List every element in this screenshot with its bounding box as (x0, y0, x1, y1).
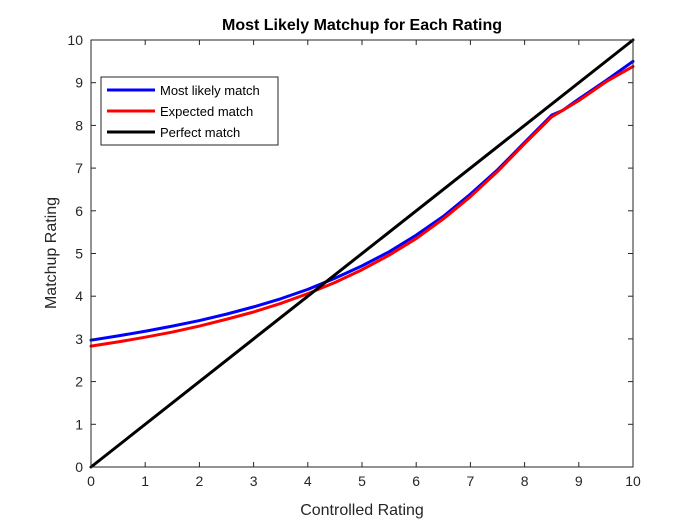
y-tick-label: 9 (75, 75, 83, 91)
x-tick-label: 10 (625, 473, 641, 489)
y-axis-ticks: 0 1 2 3 4 5 6 7 8 9 10 (67, 32, 633, 475)
y-tick-label: 5 (75, 246, 83, 262)
x-tick-label: 2 (196, 473, 204, 489)
series-line-2 (89, 38, 635, 469)
series-line-1 (89, 64, 635, 348)
y-tick-label: 3 (75, 331, 83, 347)
x-tick-label: 6 (412, 473, 420, 489)
x-axis-ticks: 0 1 2 3 4 5 6 7 8 9 10 (87, 40, 641, 489)
legend: Most likely match Expected match Perfect m… (100, 76, 279, 146)
legend-label-1: Expected match (160, 104, 253, 119)
plot-series (89, 38, 635, 469)
x-tick-label: 8 (521, 473, 529, 489)
x-tick-label: 5 (358, 473, 366, 489)
x-tick-label: 0 (87, 473, 95, 489)
y-tick-label: 10 (67, 32, 83, 48)
y-tick-label: 6 (75, 203, 83, 219)
x-tick-label: 3 (250, 473, 258, 489)
y-tick-label: 7 (75, 160, 83, 176)
legend-label-2: Perfect match (160, 125, 240, 140)
y-tick-label: 4 (75, 288, 83, 304)
legend-label-0: Most likely match (160, 83, 260, 98)
x-tick-label: 9 (575, 473, 583, 489)
y-tick-label: 2 (75, 374, 83, 390)
x-tick-label: 7 (467, 473, 475, 489)
x-tick-label: 1 (141, 473, 149, 489)
y-tick-label: 1 (75, 416, 83, 432)
x-axis-label: Controlled Rating (300, 502, 424, 519)
chart-title: Most Likely Matchup for Each Rating (222, 17, 502, 34)
y-tick-label: 0 (75, 459, 83, 475)
y-axis-label: Matchup Rating (43, 197, 60, 309)
y-tick-label: 8 (75, 117, 83, 133)
x-tick-label: 4 (304, 473, 312, 489)
